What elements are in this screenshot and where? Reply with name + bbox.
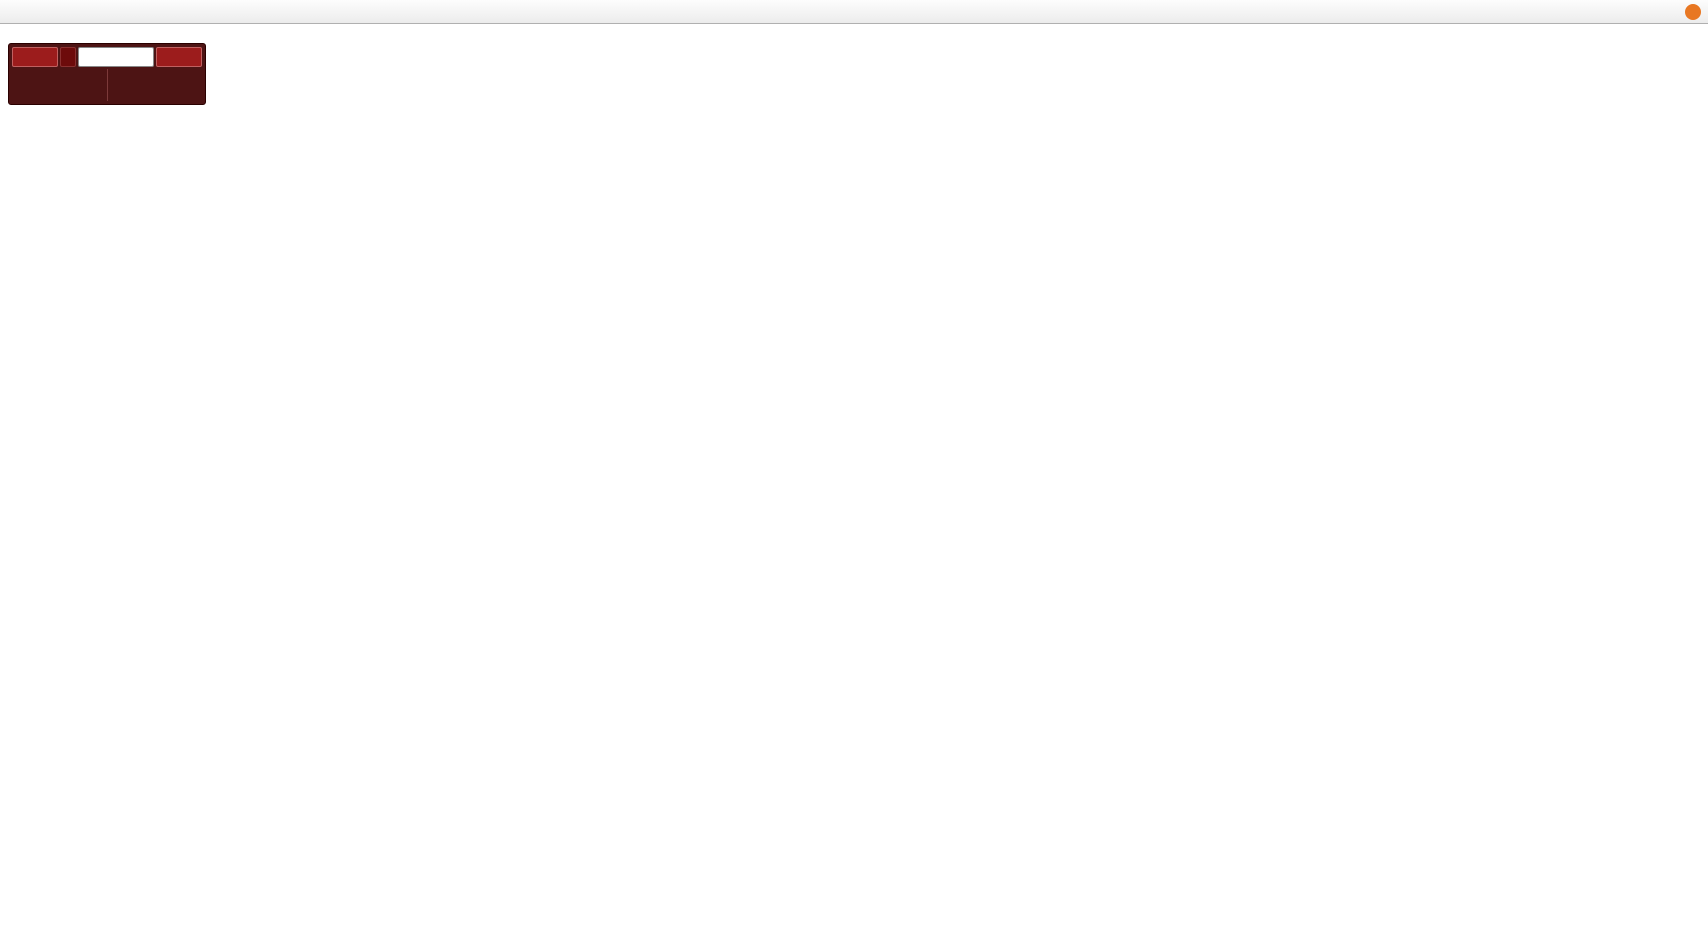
toolbar-right-group [1679, 3, 1705, 20]
notification-badge[interactable] [1685, 3, 1701, 20]
price-divider [106, 69, 108, 101]
volume-input[interactable] [78, 47, 154, 67]
buy-button[interactable] [156, 47, 202, 67]
buy-price[interactable] [108, 95, 203, 101]
sell-button[interactable] [12, 47, 58, 67]
order-type-dropdown[interactable] [60, 47, 76, 67]
sell-price[interactable] [12, 95, 107, 101]
one-click-trade-panel [8, 43, 206, 105]
chart-window [0, 24, 1708, 943]
chart-canvas[interactable] [0, 24, 1708, 943]
main-toolbar [0, 0, 1708, 24]
